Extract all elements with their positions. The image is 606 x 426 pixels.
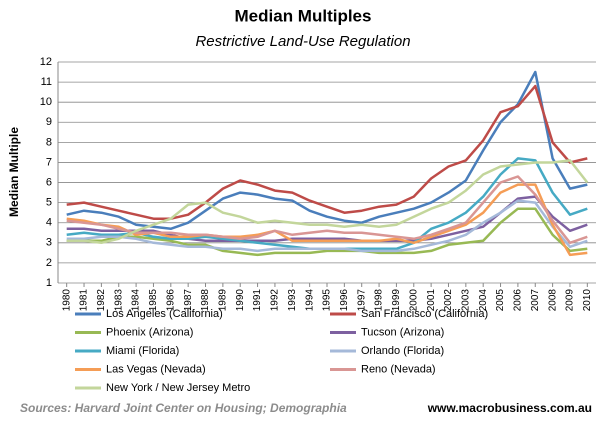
legend-label: Miami (Florida) [106,345,179,357]
y-tick-label: 3 [46,237,52,249]
y-tick-label: 9 [46,116,52,128]
x-tick-label: 1985 [148,289,159,312]
legend-label: Reno (Nevada) [361,363,436,375]
x-tick-label: 2004 [478,289,489,312]
legend-label: Tucson (Arizona) [361,326,444,338]
x-tick-label: 2006 [513,289,524,312]
y-tick-label: 10 [40,96,52,108]
x-tick-label: 1986 [165,289,176,312]
x-tick-label: 2005 [495,289,506,312]
series-line [66,70,588,231]
y-tick-label: 11 [41,76,52,88]
y-tick-label: 12 [40,56,52,68]
x-tick-label: 1990 [235,289,246,312]
x-tick-label: 2002 [443,289,454,312]
x-tick-label: 1999 [391,289,402,312]
x-tick-label: 2010 [582,289,593,312]
website: www.macrobusiness.com.au [427,401,592,415]
x-tick-label: 1997 [356,289,367,312]
x-tick-label: 1991 [252,289,263,312]
x-tick-label: 2008 [547,289,558,312]
legend-label: Phoenix (Arizona) [106,326,193,338]
series-line [66,207,588,257]
chart-subtitle: Restrictive Land-Use Regulation [195,33,410,50]
series-line [66,183,588,257]
x-tick-label: 1994 [304,289,315,312]
x-tick-label: 1989 [218,289,229,312]
x-tick-label: 1982 [96,289,107,312]
chart-title: Median Multiples [235,6,372,25]
legend-label: San Francisco (California) [361,308,488,320]
y-tick-label: 4 [46,217,52,229]
x-tick-label: 1996 [339,289,350,312]
x-tick-label: 1993 [287,289,298,312]
x-tick-label: 2003 [460,289,471,312]
x-tick-label: 2009 [565,289,576,312]
x-tick-label: 1980 [61,289,72,312]
series-line [66,199,588,253]
series-line [66,157,588,251]
x-tick-label: 2007 [530,289,541,312]
x-tick-label: 1995 [322,289,333,312]
x-tick-label: 1981 [79,289,90,312]
y-tick-label: 8 [46,136,52,148]
legend-label: Las Vegas (Nevada) [106,363,206,375]
y-tick-label: 5 [46,197,52,209]
y-tick-label: 1 [46,277,52,289]
x-tick-label: 1987 [183,289,194,312]
series-line [66,175,588,245]
x-tick-label: 1988 [200,289,211,312]
series-line [66,159,589,245]
x-tick-label: 1998 [374,289,385,312]
series-line [66,84,588,220]
y-axis-label: Median Multiple [7,127,21,217]
legend-label: Los Angeles (California) [106,308,223,320]
x-tick-label: 1992 [270,289,281,312]
x-tick-label: 1983 [113,289,124,312]
x-tick-label: 2001 [426,289,437,312]
y-tick-label: 2 [46,257,52,269]
y-tick-label: 7 [46,156,52,168]
x-tick-label: 2000 [408,289,419,312]
legend-label: Orlando (Florida) [361,345,444,357]
legend-label: New York / New Jersey Metro [106,382,250,394]
y-tick-label: 6 [46,176,52,188]
x-tick-label: 1984 [131,289,142,312]
source-note: Sources: Harvard Joint Center on Housing… [20,401,347,415]
